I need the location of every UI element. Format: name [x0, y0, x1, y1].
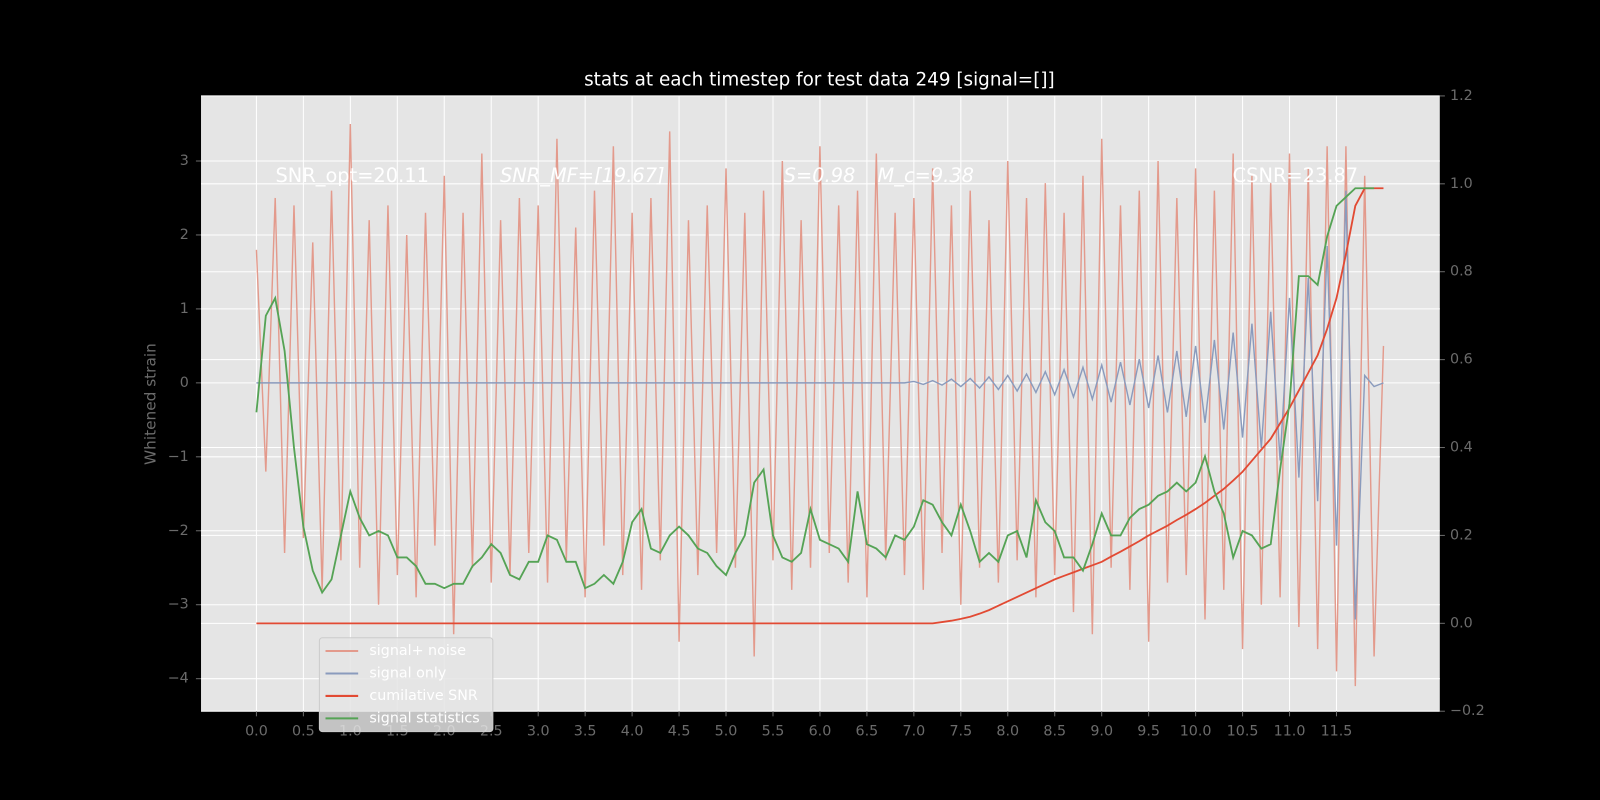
y2-tick-label: 0.4 — [1450, 440, 1473, 456]
x-tick-label: 5.0 — [715, 724, 738, 740]
x-tick-label: 7.0 — [903, 724, 926, 740]
x-tick-label: 6.0 — [809, 724, 832, 740]
x-tick-label: 5.5 — [762, 724, 785, 740]
annotation: SNR_MF=[19.67] — [500, 164, 665, 187]
x-tick-label: 0.0 — [245, 724, 268, 740]
labels: 0.00.51.01.52.02.53.03.54.04.55.05.56.06… — [168, 88, 1485, 740]
y2-tick-label: 0.0 — [1450, 615, 1473, 631]
series-line — [256, 190, 1384, 620]
x-tick-label: 4.5 — [668, 724, 691, 740]
x-tick-label: 11.0 — [1274, 724, 1306, 740]
annotation: SNR_opt=20.11 — [276, 164, 429, 187]
y2-tick-label: −0.2 — [1450, 703, 1485, 719]
series-line — [255, 187, 1375, 595]
legend-label: signal+ noise — [369, 643, 466, 659]
y2-tick-label: 0.2 — [1450, 527, 1473, 543]
y2-tick-label: 0.6 — [1450, 352, 1473, 368]
y-tick-label: −3 — [168, 597, 189, 613]
y-tick-label: −4 — [168, 671, 189, 687]
x-tick-label: 4.0 — [621, 724, 644, 740]
x-tick-label: 9.5 — [1137, 724, 1160, 740]
x-tick-label: 9.0 — [1090, 724, 1113, 740]
legend-label: signal only — [369, 665, 446, 681]
x-tick-label: 8.0 — [996, 724, 1019, 740]
y-axis-label: Whitened strain — [142, 343, 160, 465]
y2-tick-label: 0.8 — [1450, 264, 1473, 280]
legend-label: signal statistics — [369, 710, 479, 726]
x-tick-label: 10.0 — [1180, 724, 1212, 740]
y2-tick-label: 1.2 — [1450, 88, 1473, 104]
y-tick-label: 0 — [180, 375, 189, 391]
legend-box — [318, 637, 494, 733]
y2-tick-label: 1.0 — [1450, 176, 1473, 192]
y-tick-label: −2 — [168, 523, 189, 539]
x-tick-label: 3.0 — [527, 724, 550, 740]
y-tick-label: −1 — [168, 449, 189, 465]
x-tick-label: 11.5 — [1321, 724, 1353, 740]
annotation: CSNR=23.87 — [1233, 164, 1358, 187]
legend-label: cumilative SNR — [369, 688, 477, 704]
x-tick-label: 0.5 — [292, 724, 315, 740]
y-tick-label: 3 — [180, 153, 189, 169]
series-line — [256, 187, 1384, 625]
x-tick-label: 10.5 — [1227, 724, 1259, 740]
series-line — [255, 123, 1385, 687]
y-tick-label: 2 — [180, 227, 189, 243]
lines — [255, 123, 1385, 687]
x-tick-label: 6.5 — [856, 724, 879, 740]
chart-title: stats at each timestep for test data 249… — [584, 70, 1055, 91]
annotation: M_c=9.38 — [878, 164, 974, 187]
x-tick-label: 3.5 — [574, 724, 597, 740]
x-tick-label: 7.5 — [949, 724, 972, 740]
annotation: S=0.98 — [784, 164, 856, 187]
y-tick-label: 1 — [180, 301, 189, 317]
x-tick-label: 8.5 — [1043, 724, 1066, 740]
